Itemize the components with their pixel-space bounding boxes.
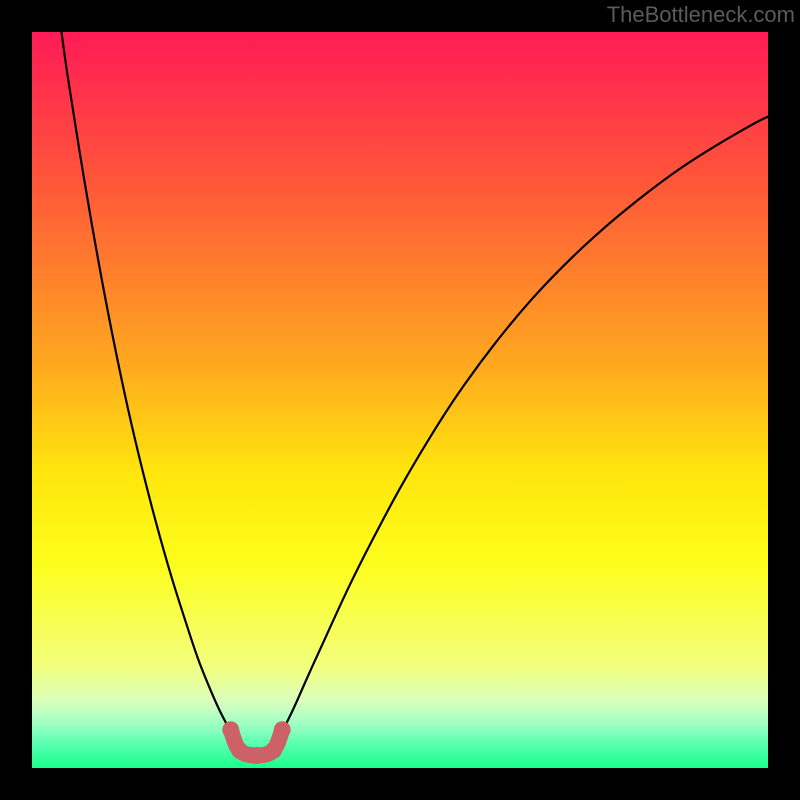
chart-container: TheBottleneck.com	[0, 0, 800, 800]
valley-marker	[231, 742, 248, 759]
valley-marker	[265, 742, 282, 759]
watermark-text: TheBottleneck.com	[607, 2, 795, 28]
valley-marker	[274, 721, 291, 738]
valley-marker	[248, 747, 265, 764]
plot-background	[32, 32, 768, 768]
plot-area	[32, 32, 768, 768]
valley-marker	[222, 721, 239, 738]
